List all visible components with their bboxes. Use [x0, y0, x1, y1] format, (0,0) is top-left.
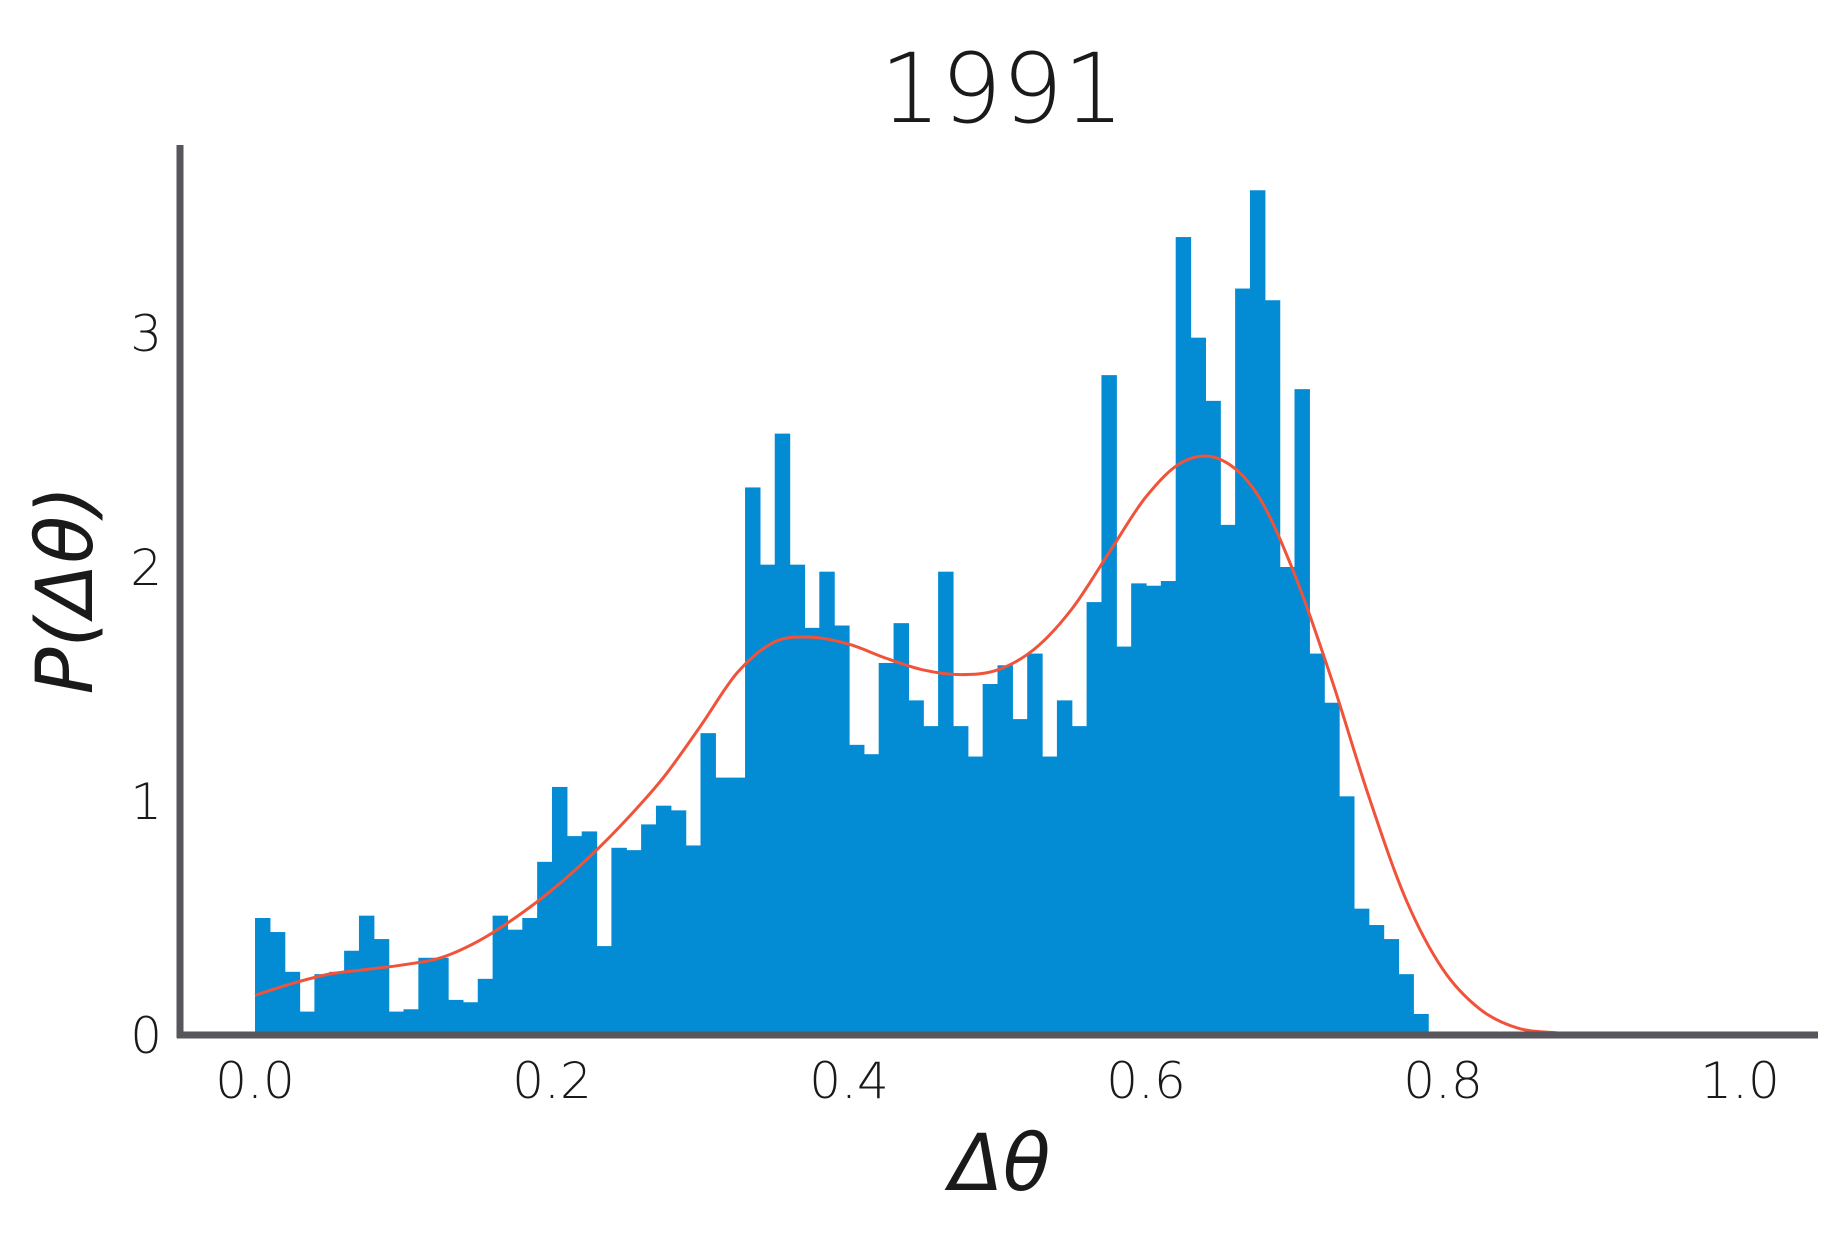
histogram-bar	[878, 662, 895, 1035]
histogram-bar	[329, 971, 345, 1035]
histogram-bar	[462, 1002, 479, 1035]
histogram-bar	[477, 978, 494, 1035]
x-tick-label: 0.0	[215, 1052, 295, 1110]
histogram-bar	[522, 918, 538, 1035]
histogram-bar	[1175, 237, 1192, 1035]
histogram-bar	[433, 957, 449, 1035]
histogram-bar	[1309, 653, 1325, 1035]
histogram-bar	[685, 845, 702, 1035]
histogram-bar	[923, 726, 939, 1035]
histogram-bar	[1071, 726, 1088, 1035]
x-tick-label: 0.2	[512, 1052, 592, 1110]
histogram-bars	[255, 190, 1429, 1035]
x-tick-labels: 0.0 0.2 0.4 0.6 0.8 1.0	[215, 1052, 1780, 1110]
histogram-bar	[1368, 925, 1385, 1035]
histogram-bar	[745, 487, 761, 1035]
histogram-bar	[1101, 375, 1117, 1035]
histogram-bar	[388, 1011, 405, 1035]
histogram-bar	[730, 777, 746, 1035]
histogram-bar	[670, 810, 687, 1035]
x-tick-label: 1.0	[1700, 1052, 1780, 1110]
histogram-bar	[552, 786, 568, 1035]
histogram-bar	[566, 836, 583, 1035]
histogram-bar	[1324, 702, 1340, 1035]
histogram-bar	[284, 971, 301, 1035]
histogram-bar	[1190, 337, 1206, 1035]
histogram-bar	[1116, 646, 1132, 1035]
histogram-bar	[448, 999, 464, 1035]
y-tick-label: 0	[130, 1007, 162, 1065]
y-tick-label: 1	[130, 773, 162, 831]
histogram-bar	[1339, 796, 1355, 1035]
histogram-bar	[938, 571, 954, 1035]
histogram-bar	[1042, 756, 1058, 1035]
histogram-bar	[819, 571, 835, 1035]
histogram-bar	[774, 433, 791, 1035]
density-curve	[254, 454, 1741, 1037]
histogram-bar	[581, 831, 598, 1035]
histogram-bar	[537, 861, 553, 1035]
histogram-bar	[596, 946, 612, 1035]
histogram-bar	[255, 918, 271, 1035]
histogram-bar	[1294, 389, 1310, 1035]
histogram-bar	[611, 847, 627, 1035]
histogram-bar	[715, 777, 731, 1035]
histogram-bar	[1146, 585, 1162, 1035]
histogram-bar	[1383, 939, 1400, 1035]
x-tick-label: 0.8	[1403, 1052, 1483, 1110]
histogram-bar	[1220, 524, 1236, 1035]
histogram-bar	[1012, 719, 1028, 1035]
histogram-bar	[759, 564, 776, 1035]
histogram-bar	[1279, 567, 1296, 1035]
histogram-bar	[908, 700, 924, 1035]
histogram-bar	[1027, 653, 1043, 1035]
histogram-bar	[641, 824, 657, 1035]
histogram-bar	[358, 915, 375, 1035]
histogram-bar	[1353, 908, 1370, 1035]
histogram-bar	[849, 744, 865, 1035]
histogram-bar	[1413, 1013, 1429, 1035]
y-tick-label: 3	[130, 305, 162, 363]
x-tick-label: 0.6	[1106, 1052, 1186, 1110]
histogram-bar	[893, 623, 909, 1035]
histogram-bar	[1264, 300, 1281, 1035]
histogram-bar	[997, 665, 1013, 1035]
histogram-bar	[655, 805, 672, 1035]
histogram-bar	[1160, 581, 1177, 1035]
histogram-bar	[1086, 602, 1103, 1035]
histogram-bar	[269, 932, 286, 1035]
y-tick-label: 2	[130, 539, 162, 597]
histogram-bar	[314, 974, 330, 1035]
histogram-bar	[1056, 700, 1073, 1035]
histogram-bar	[789, 564, 806, 1035]
x-tick-label: 0.4	[809, 1052, 889, 1110]
histogram-bar	[344, 950, 360, 1035]
histogram-bar	[507, 929, 523, 1035]
histogram-bar	[418, 957, 434, 1035]
histogram-bar	[1205, 400, 1221, 1035]
y-tick-labels: 0 1 2 3	[130, 305, 162, 1065]
histogram-bar	[982, 684, 999, 1035]
histogram-bar	[1131, 583, 1147, 1035]
histogram-bar	[863, 754, 880, 1035]
histogram-bar	[804, 627, 820, 1035]
y-axis-label: P(Δθ)	[21, 486, 111, 695]
histogram-bar	[700, 733, 716, 1035]
histogram-bar	[834, 625, 850, 1035]
histogram-bar	[299, 1011, 315, 1035]
histogram-bar	[403, 1009, 419, 1035]
histogram-bar	[626, 850, 642, 1035]
histogram-bar	[952, 726, 969, 1035]
histogram-bar	[373, 939, 390, 1035]
histogram-bar	[1398, 974, 1414, 1035]
histogram-bar	[967, 756, 984, 1035]
histogram-bar	[1235, 288, 1251, 1035]
x-axis-label: Δθ	[944, 1119, 1050, 1209]
histogram-bar	[1249, 190, 1266, 1035]
chart-title: 1991	[880, 33, 1124, 145]
histogram-bar	[492, 915, 509, 1035]
